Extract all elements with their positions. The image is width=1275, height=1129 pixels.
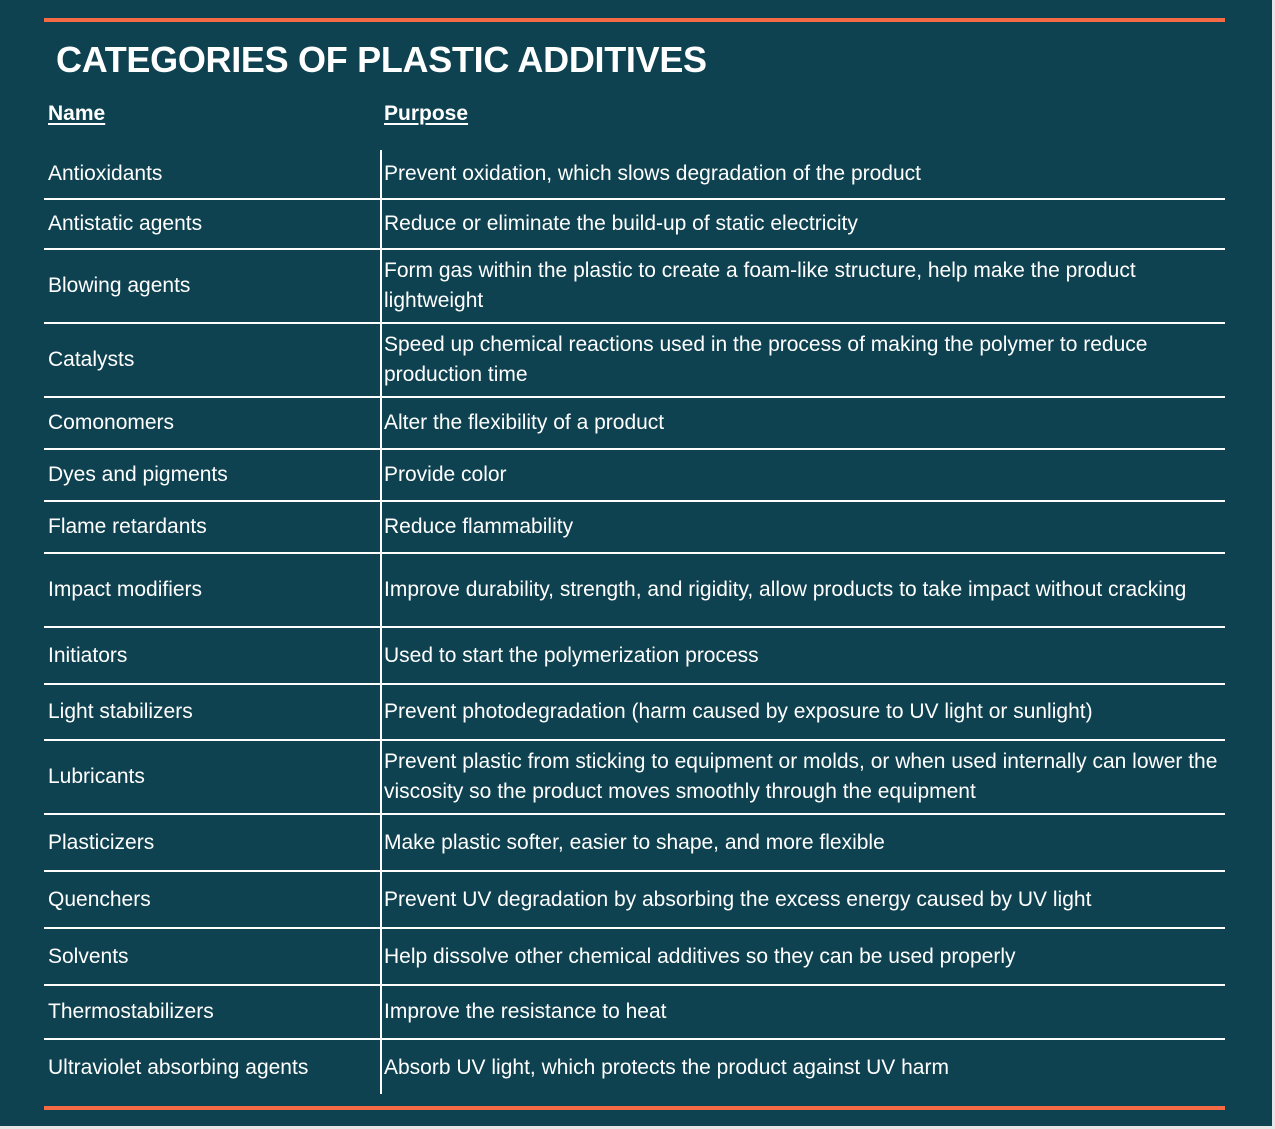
table-row: Ultraviolet absorbing agents Absorb UV li… [44, 1040, 1225, 1097]
additive-name: Lubricants [48, 765, 145, 788]
additive-name: Solvents [48, 944, 129, 968]
table-row: Blowing agents Form gas within the plasti… [44, 250, 1225, 324]
additive-name: Impact modifiers [48, 578, 203, 601]
row-divider [44, 248, 1225, 250]
row-divider [44, 448, 1225, 450]
row-divider [44, 683, 1225, 685]
row-divider [44, 927, 1225, 929]
row-divider [44, 739, 1225, 741]
table-row: Initiators Used to start the polymerizati… [44, 628, 1225, 685]
table-row: Light stabilizers Prevent photodegradatio… [44, 685, 1225, 741]
column-header-purpose: Purpose [384, 102, 469, 125]
additive-purpose: Speed up chemical reactions used in the … [384, 324, 1222, 396]
row-divider [44, 322, 1225, 324]
table-row: Plasticizers Make plastic softer, easier … [44, 815, 1225, 872]
row-divider [44, 396, 1225, 398]
table-row: Dyes and pigments Provide color [44, 450, 1225, 502]
additive-name: Antistatic agents [48, 212, 203, 235]
additive-purpose-text: Prevent oxidation, which slows degradati… [384, 162, 921, 185]
additive-name: Initiators [48, 643, 128, 667]
additive-name: Comonomers [48, 411, 175, 434]
additive-purpose: Improve the resistance to heat [384, 986, 1222, 1038]
additive-purpose-text: Make plastic softer, easier to shape, an… [384, 830, 885, 854]
column-divider [380, 150, 382, 1094]
additive-purpose: Prevent photodegradation (harm caused by… [384, 685, 1222, 739]
additive-name: Catalysts [48, 348, 135, 371]
top-accent-rule [44, 18, 1225, 22]
additive-purpose: Make plastic softer, easier to shape, an… [384, 815, 1222, 870]
table-row: Antioxidants Prevent oxidation, which slo… [44, 150, 1225, 200]
row-divider [44, 870, 1225, 872]
additive-purpose-text: Speed up chemical reactions used in the … [384, 333, 1148, 386]
row-divider [44, 1038, 1225, 1040]
additive-purpose-text: Reduce flammability [384, 515, 574, 538]
additive-purpose-text: Improve the resistance to heat [384, 1000, 667, 1023]
additive-purpose: Form gas within the plastic to create a … [384, 250, 1222, 322]
table-row: Comonomers Alter the flexibility of a pro… [44, 398, 1225, 450]
row-divider [44, 984, 1225, 986]
table-row: Quenchers Prevent UV degradation by absor… [44, 872, 1225, 929]
additive-purpose: Prevent plastic from sticking to equipme… [384, 741, 1222, 813]
row-divider [44, 198, 1225, 200]
row-divider [44, 552, 1225, 554]
additive-purpose-text: Provide color [384, 463, 507, 486]
additive-purpose: Help dissolve other chemical additives s… [384, 929, 1222, 984]
additive-purpose-text: Absorb UV light, which protects the prod… [384, 1055, 949, 1079]
additive-name: Quenchers [48, 887, 151, 911]
additive-name: Dyes and pigments [48, 463, 228, 486]
bottom-accent-rule [44, 1106, 1225, 1110]
additive-name: Antioxidants [48, 162, 163, 185]
column-header-name: Name [48, 102, 106, 125]
additive-purpose-text: Prevent UV degradation by absorbing the … [384, 887, 1092, 911]
additive-purpose-text: Improve durability, strength, and rigidi… [384, 578, 1187, 601]
additive-name: Plasticizers [48, 830, 155, 854]
additive-purpose-text: Reduce or eliminate the build-up of stat… [384, 212, 858, 235]
table-row: Antistatic agents Reduce or eliminate the… [44, 200, 1225, 250]
additive-purpose: Provide color [384, 450, 1222, 500]
additive-purpose: Used to start the polymerization process [384, 628, 1222, 683]
table-row: Flame retardants Reduce flammability [44, 502, 1225, 554]
page-title: CATEGORIES OF PLASTIC ADDITIVES [56, 39, 707, 80]
row-divider [44, 626, 1225, 628]
additive-purpose: Prevent oxidation, which slows degradati… [384, 150, 1222, 198]
additive-purpose: Reduce or eliminate the build-up of stat… [384, 200, 1222, 248]
additive-name: Blowing agents [48, 274, 191, 297]
table-row: Catalysts Speed up chemical reactions use… [44, 324, 1225, 398]
additive-purpose-text: Help dissolve other chemical additives s… [384, 944, 1016, 968]
additive-name: Thermostabilizers [48, 1000, 214, 1023]
additive-purpose-text: Alter the flexibility of a product [384, 411, 665, 434]
additive-purpose-text: Prevent plastic from sticking to equipme… [384, 750, 1218, 803]
additive-purpose: Prevent UV degradation by absorbing the … [384, 872, 1222, 927]
additive-purpose: Absorb UV light, which protects the prod… [384, 1040, 1222, 1095]
additive-purpose: Improve durability, strength, and rigidi… [384, 554, 1222, 626]
row-divider [44, 500, 1225, 502]
additive-purpose-text: Form gas within the plastic to create a … [384, 259, 1136, 312]
table-row: Impact modifiers Improve durability, stre… [44, 554, 1225, 628]
additive-name: Ultraviolet absorbing agents [48, 1055, 309, 1079]
table-row: Solvents Help dissolve other chemical add… [44, 929, 1225, 986]
additive-purpose-text: Prevent photodegradation (harm caused by… [384, 700, 1093, 723]
additive-purpose: Alter the flexibility of a product [384, 398, 1222, 448]
additive-purpose: Reduce flammability [384, 502, 1222, 552]
additive-name: Light stabilizers [48, 700, 193, 723]
additive-purpose-text: Used to start the polymerization process [384, 643, 759, 667]
additive-name: Flame retardants [48, 515, 207, 538]
row-divider [44, 813, 1225, 815]
table-row: Thermostabilizers Improve the resistance … [44, 986, 1225, 1040]
table-row: Lubricants Prevent plastic from sticking … [44, 741, 1225, 815]
